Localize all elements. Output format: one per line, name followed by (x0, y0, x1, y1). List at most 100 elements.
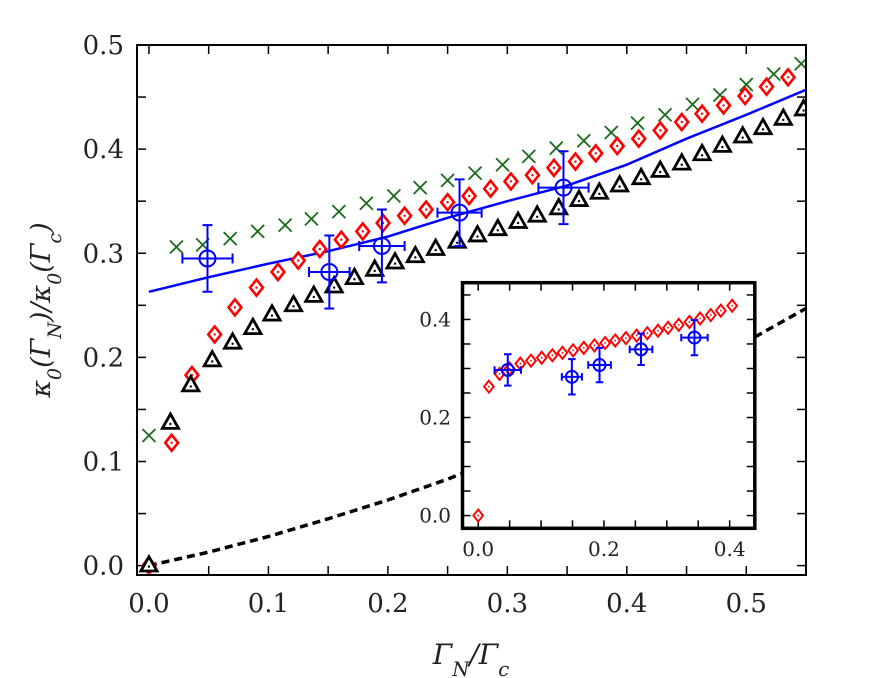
triangle-center-dot (353, 278, 356, 281)
diamond-center-dot (467, 194, 471, 198)
diamond-center-dot (509, 180, 513, 183)
y-tick-label: 0.0 (419, 504, 451, 528)
y-error-bar (568, 358, 576, 396)
diamond-center-dot (637, 137, 640, 140)
triangle-center-dot (536, 215, 539, 218)
triangle-marker (404, 244, 426, 264)
y-error-bar (454, 178, 465, 247)
triangle-marker (242, 316, 264, 336)
y-tick-label: 0.0 (83, 552, 124, 582)
diamond-center-dot (552, 166, 556, 170)
x-marker (331, 204, 347, 219)
plot-background (462, 282, 755, 529)
triangle-center-dot (496, 229, 499, 232)
triangle-marker (201, 348, 223, 368)
diamond-center-dot (743, 94, 747, 98)
triangle-center-dot (700, 154, 704, 157)
triangle-center-dot (373, 269, 376, 273)
x-marker (223, 231, 238, 246)
x-marker (304, 211, 319, 227)
x-marker (141, 428, 157, 443)
triangle-center-dot (516, 221, 520, 225)
triangle-center-dot (598, 192, 601, 196)
diamond-center-dot (604, 342, 607, 344)
x-tick-label: 0.2 (588, 537, 620, 561)
triangle-marker (283, 293, 304, 313)
y-error-bar (324, 234, 335, 310)
x-tick-label: 0.0 (128, 589, 169, 619)
diamond-center-dot (488, 385, 490, 388)
triangle-center-dot (270, 314, 274, 317)
y-tick-label: 0.5 (83, 31, 124, 61)
triangle-center-dot (761, 128, 765, 131)
triangle-marker (261, 302, 283, 322)
x-marker (169, 239, 184, 255)
x-marker (766, 67, 781, 82)
y-tick-label: 0.2 (83, 343, 124, 373)
diamond-center-dot (477, 514, 480, 517)
triangle-center-dot (292, 305, 295, 308)
diamond-center-dot (508, 367, 511, 370)
triangle-center-dot (455, 241, 459, 244)
y-tick-label: 0.4 (83, 135, 124, 165)
y-axis-label: κ0(ΓN)/κ0(Γc) (26, 222, 66, 398)
data-layer (472, 298, 739, 524)
circle-marker (500, 362, 515, 377)
triangle-marker (691, 142, 713, 162)
triangle-center-dot (577, 199, 581, 203)
y-tick-label: 0.3 (83, 239, 124, 269)
triangle-marker (466, 223, 488, 243)
x-marker (386, 188, 401, 204)
y-tick-label: 0.2 (419, 406, 451, 430)
x-marker (412, 180, 428, 195)
circle-marker (554, 178, 573, 197)
y-error-bar (202, 224, 213, 293)
triangle-center-dot (721, 145, 724, 149)
diamond-center-dot (659, 129, 662, 132)
x-marker (576, 133, 591, 148)
triangle-center-dot (741, 136, 744, 139)
diamond-center-dot (498, 372, 501, 375)
diamond-center-dot (551, 354, 554, 357)
triangle-marker (732, 124, 754, 144)
circle-marker (634, 342, 649, 357)
diamond-center-dot (574, 160, 577, 163)
x-marker (657, 107, 673, 122)
diamond-center-dot (657, 329, 659, 332)
y-error-bar (637, 332, 645, 367)
x-tick-label: 0.0 (462, 537, 494, 561)
triangle-center-dot (782, 118, 785, 122)
diamond-center-dot (424, 208, 428, 211)
x-tick-label: 0.4 (606, 589, 647, 619)
triangle-marker (222, 330, 244, 350)
diamond-center-dot (699, 317, 702, 320)
x-marker (685, 97, 700, 112)
triangle-center-dot (332, 286, 336, 289)
diamond-center-dot (530, 359, 532, 362)
triangle-center-dot (557, 208, 560, 211)
x-marker (604, 125, 619, 140)
triangle-marker (772, 107, 794, 126)
triangle-center-dot (434, 248, 437, 252)
inset-plot: 0.0 0.2 0.4 0.0 0.2 0.4 (419, 280, 757, 561)
diamond-center-dot (593, 344, 596, 347)
circle-marker (320, 262, 339, 281)
triangle-center-dot (251, 328, 255, 331)
triangle-center-dot (802, 109, 805, 112)
triangle-marker (364, 258, 386, 277)
triangle-marker (138, 553, 160, 573)
diamond-center-dot (635, 334, 638, 337)
y-error-bar (595, 346, 604, 384)
triangle-marker (671, 151, 693, 171)
diamond-center-dot (765, 85, 768, 88)
triangle-center-dot (659, 170, 662, 174)
triangle-marker (568, 188, 590, 207)
y-error-bar (558, 150, 569, 226)
triangle-center-dot (618, 185, 621, 188)
diamond-center-dot (297, 259, 300, 262)
y-error-bar (376, 208, 387, 284)
triangle-marker (384, 250, 406, 270)
x-marker (359, 196, 374, 211)
y-tick-label: 0.4 (419, 307, 451, 331)
diamond-center-dot (489, 187, 492, 190)
